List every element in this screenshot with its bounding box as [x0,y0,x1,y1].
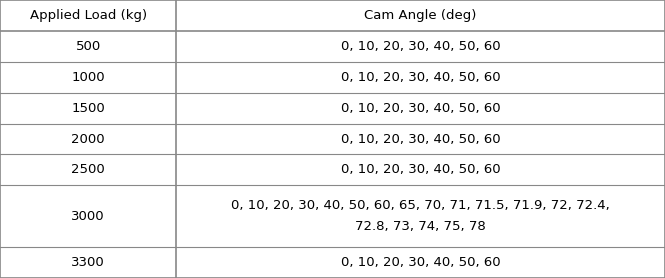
Text: 0, 10, 20, 30, 40, 50, 60: 0, 10, 20, 30, 40, 50, 60 [340,71,501,84]
Text: 1500: 1500 [71,102,105,115]
Text: 0, 10, 20, 30, 40, 50, 60: 0, 10, 20, 30, 40, 50, 60 [340,256,501,269]
Text: 1000: 1000 [71,71,105,84]
Text: 2500: 2500 [71,163,105,176]
Text: 0, 10, 20, 30, 40, 50, 60: 0, 10, 20, 30, 40, 50, 60 [340,40,501,53]
Text: 0, 10, 20, 30, 40, 50, 60: 0, 10, 20, 30, 40, 50, 60 [340,133,501,145]
Text: 3000: 3000 [71,210,105,223]
Text: 0, 10, 20, 30, 40, 50, 60: 0, 10, 20, 30, 40, 50, 60 [340,102,501,115]
Text: 3300: 3300 [71,256,105,269]
Text: 0, 10, 20, 30, 40, 50, 60, 65, 70, 71, 71.5, 71.9, 72, 72.4,
72.8, 73, 74, 75, 7: 0, 10, 20, 30, 40, 50, 60, 65, 70, 71, 7… [231,199,610,233]
Text: 0, 10, 20, 30, 40, 50, 60: 0, 10, 20, 30, 40, 50, 60 [340,163,501,176]
Text: 500: 500 [76,40,100,53]
Text: Cam Angle (deg): Cam Angle (deg) [364,9,477,22]
Text: 2000: 2000 [71,133,105,145]
Text: Applied Load (kg): Applied Load (kg) [29,9,147,22]
